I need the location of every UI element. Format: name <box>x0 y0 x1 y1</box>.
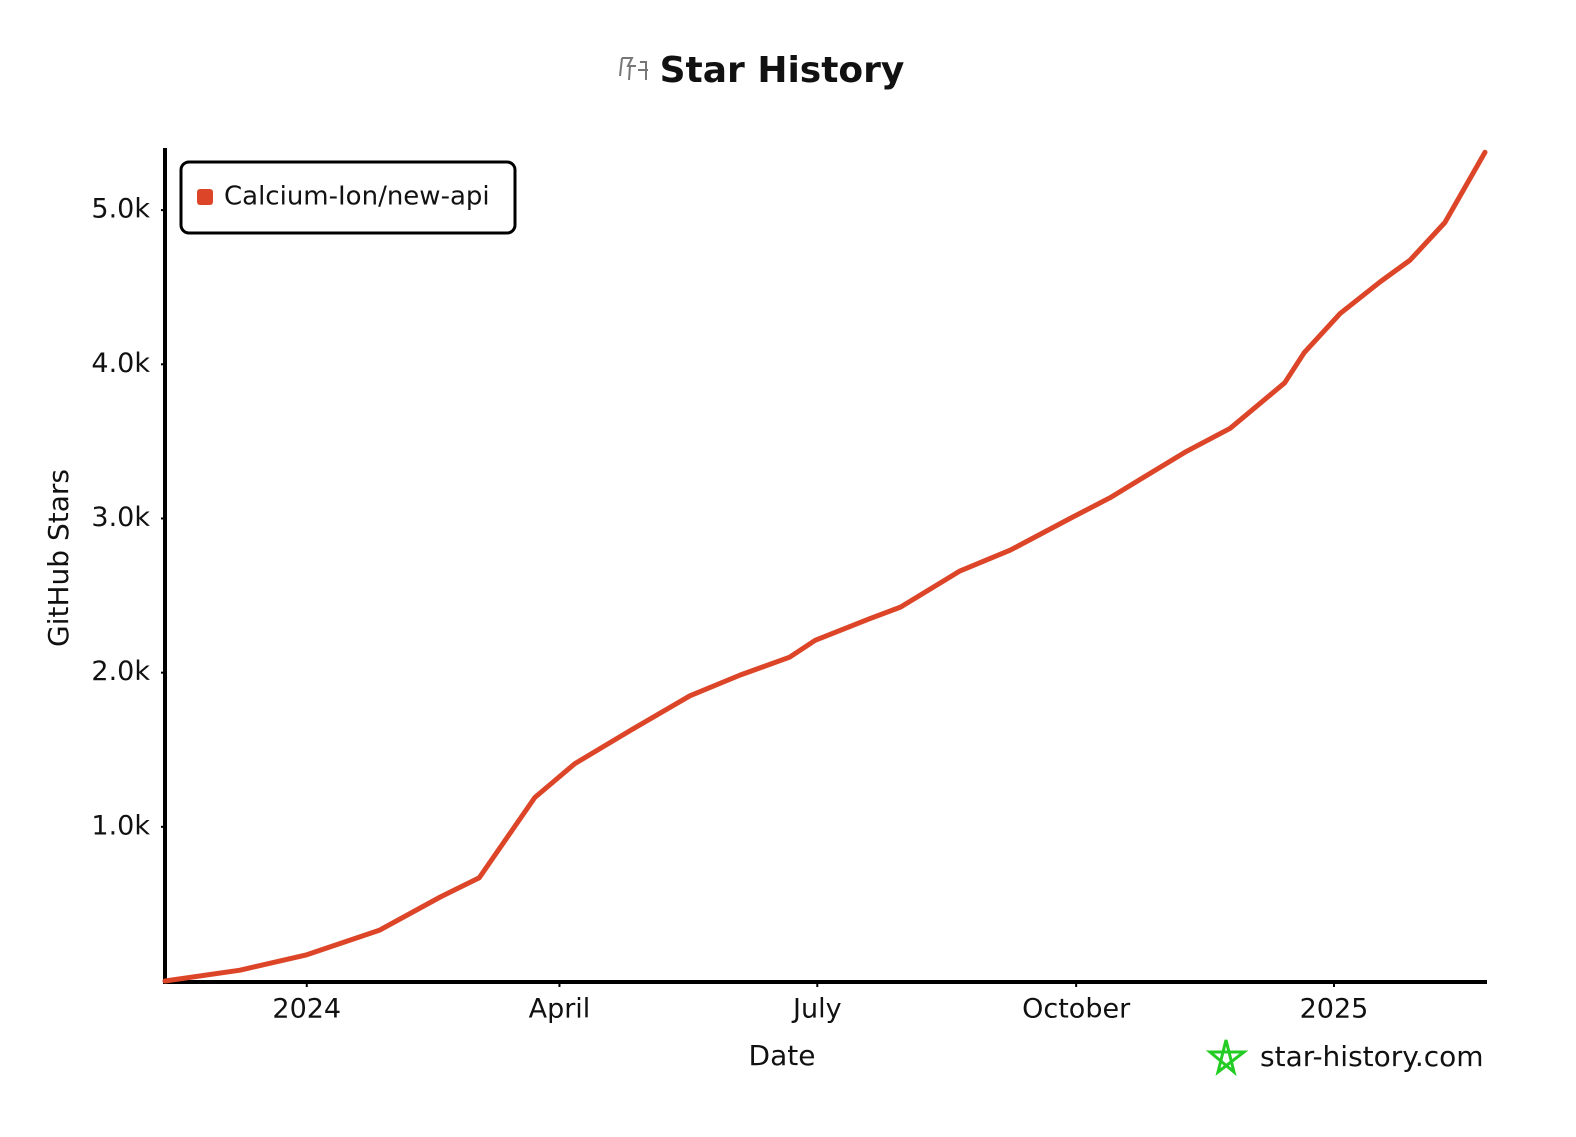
legend-swatch <box>197 189 213 205</box>
y-axis-title: GitHub Stars <box>42 469 75 647</box>
x-tick-label: 2024 <box>272 994 341 1025</box>
series-line <box>162 149 1488 984</box>
y-tick-label: 5.0k <box>91 194 150 225</box>
x-tick-label: 2025 <box>1300 994 1369 1025</box>
watermark: star-history.com <box>1260 1040 1484 1073</box>
y-tick-label: 4.0k <box>91 348 150 379</box>
y-tick-label: 1.0k <box>91 810 150 841</box>
legend-box <box>179 160 517 235</box>
title-icon <box>619 57 648 81</box>
x-tick-label: July <box>791 994 842 1025</box>
y-tick-label: 3.0k <box>91 502 150 533</box>
legend-label: Calcium-Ion/new-api <box>224 182 490 212</box>
y-tick-label: 2.0k <box>91 656 150 687</box>
watermark-logo <box>1205 1039 1249 1077</box>
x-tick-label: April <box>529 994 591 1025</box>
x-tick-label: October <box>1022 994 1131 1025</box>
x-axis-title: Date <box>749 1039 816 1072</box>
chart-title: Star History <box>660 50 905 91</box>
